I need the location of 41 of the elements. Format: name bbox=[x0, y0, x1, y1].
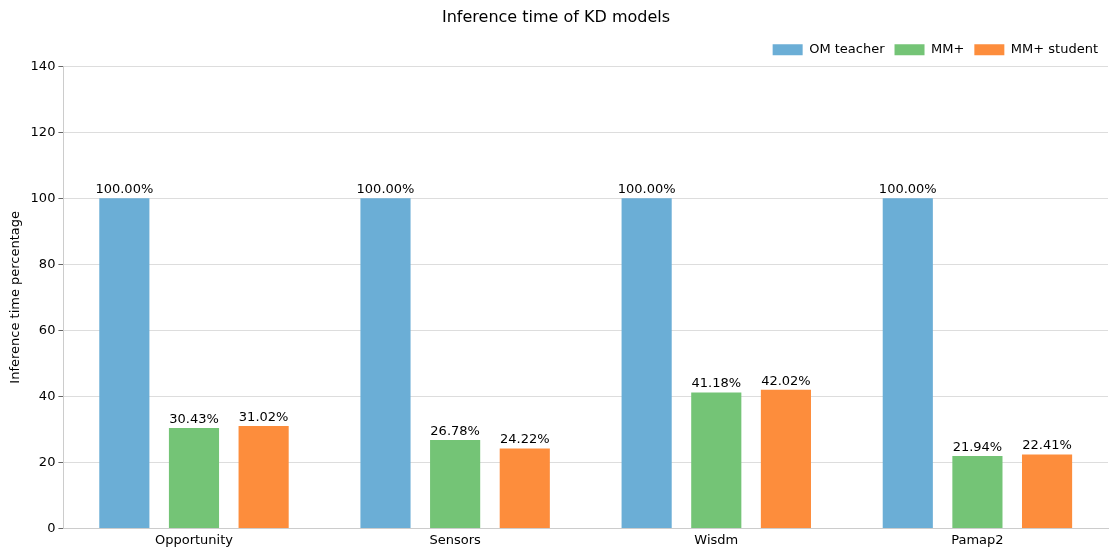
bar bbox=[238, 425, 289, 528]
bar bbox=[882, 198, 933, 528]
data-label: 42.02% bbox=[761, 372, 811, 388]
data-label: 100.00% bbox=[617, 181, 676, 197]
data-label: 41.18% bbox=[691, 375, 742, 391]
data-label: 26.78% bbox=[430, 422, 480, 438]
bar bbox=[499, 448, 550, 528]
data-label: 30.43% bbox=[169, 410, 219, 426]
bar bbox=[760, 389, 811, 528]
data-label: 21.94% bbox=[952, 438, 1003, 454]
data-label: 100.00% bbox=[878, 181, 937, 197]
x-tick-label: Wisdm bbox=[694, 531, 739, 547]
data-label: 22.41% bbox=[1022, 437, 1072, 453]
y-axis-title: Inference time percentage bbox=[7, 210, 23, 384]
y-tick-label: 20 bbox=[38, 453, 56, 469]
y-tick-label: 80 bbox=[38, 255, 56, 271]
bar bbox=[1022, 454, 1073, 528]
data-label: 24.22% bbox=[499, 431, 550, 447]
legend-label: MM+ student bbox=[1010, 41, 1098, 57]
legend-label: MM+ bbox=[931, 41, 965, 57]
bar bbox=[952, 455, 1003, 528]
bar bbox=[621, 198, 672, 528]
y-tick-label: 120 bbox=[30, 123, 56, 139]
x-tick-label: Pamap2 bbox=[951, 531, 1004, 547]
y-tick-label: 140 bbox=[30, 57, 56, 73]
legend-label: OM teacher bbox=[809, 41, 886, 57]
x-tick-label: Opportunity bbox=[154, 531, 234, 547]
data-label: 100.00% bbox=[95, 181, 154, 197]
chart-title: Inference time of KD models bbox=[441, 6, 671, 26]
bar bbox=[360, 198, 411, 528]
bar bbox=[430, 439, 481, 528]
y-tick-label: 60 bbox=[38, 321, 56, 337]
y-tick-label: 40 bbox=[38, 387, 56, 403]
bar bbox=[168, 427, 220, 528]
y-tick-label: 0 bbox=[47, 519, 56, 535]
y-tick-label: 100 bbox=[30, 189, 56, 205]
bar bbox=[99, 198, 150, 528]
data-label: 100.00% bbox=[356, 181, 415, 197]
data-label: 31.02% bbox=[238, 408, 289, 424]
bar bbox=[691, 392, 742, 528]
x-tick-label: Sensors bbox=[429, 531, 482, 547]
